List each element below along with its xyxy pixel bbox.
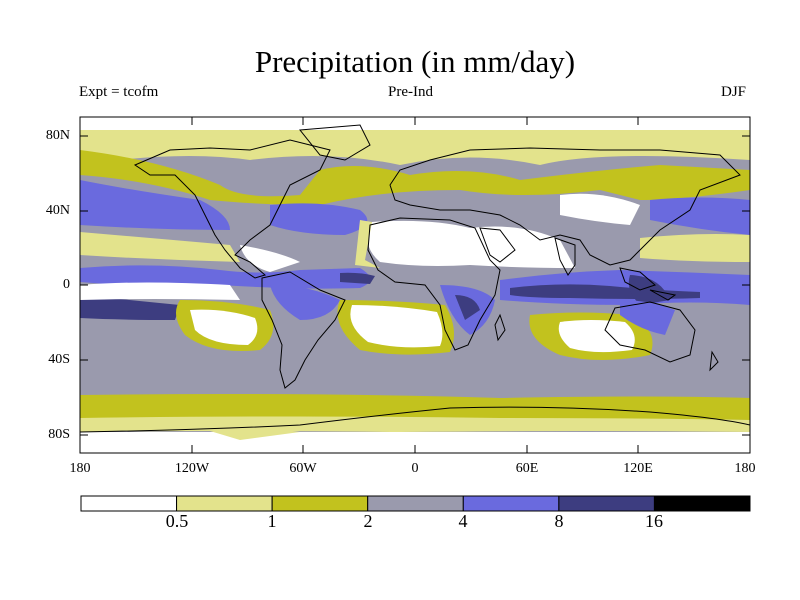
colorbar [80,495,751,512]
period-label: Pre-Ind [388,84,433,100]
lon-ticks [79,117,751,453]
map-title: Precipitation (in mm/day) [254,44,576,79]
lon-label-180e: 180 [734,461,756,476]
lat-label-80n: 80N [45,128,70,143]
colorbar-label-16: 16 [645,511,663,531]
colorbar-label-8: 8 [554,511,564,531]
season-label: DJF [721,84,747,100]
colorbar-label-1: 1 [267,511,277,531]
lon-label-120e: 120E [623,461,653,476]
lat-label-40s: 40S [48,352,70,367]
lat-label-0: 0 [63,277,70,292]
coastlines [80,124,750,433]
lon-label-60e: 60E [515,461,539,476]
lon-label-120w: 120W [174,461,210,476]
colorbar-swatch [558,495,655,512]
colorbar-swatch [653,495,751,512]
colorbar-swatch [80,495,178,512]
lon-label-60w: 60W [289,461,317,476]
lon-label-180w: 180 [69,461,91,476]
colorbar-swatch [462,495,560,512]
colorbar-label-0-5: 0.5 [165,511,189,531]
colorbar-label-2: 2 [363,511,373,531]
colorbar-swatch [367,495,464,512]
lon-label-0: 0 [411,461,419,476]
precip-fields [80,117,750,453]
lat-label-80s: 80S [48,427,70,442]
colorbar-swatch [271,495,369,512]
colorbar-label-4: 4 [458,511,468,531]
experiment-label: Expt = tcofm [79,84,159,100]
lat-ticks [80,135,750,436]
colorbar-swatch [176,495,273,512]
lat-label-40n: 40N [45,203,70,218]
